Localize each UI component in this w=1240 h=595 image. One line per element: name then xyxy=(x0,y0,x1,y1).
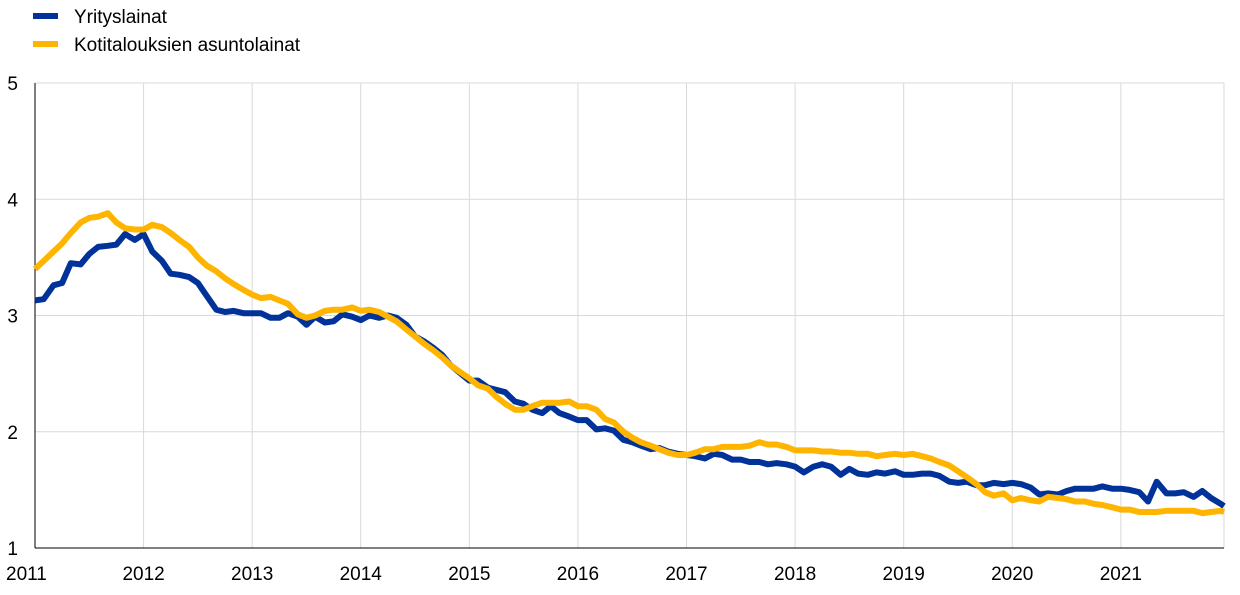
y-tick-label: 5 xyxy=(7,74,18,95)
legend: Yrityslainat Kotitalouksien asuntolainat xyxy=(33,7,301,56)
axes: 1 2 3 4 5 2011 2012 2013 2014 2015 2016 2017 2018 201… xyxy=(6,74,1224,585)
x-tick-label: 2021 xyxy=(1100,564,1142,585)
y-tick-label: 2 xyxy=(7,423,18,444)
grid-lines xyxy=(35,82,1225,548)
y-tick-label: 4 xyxy=(7,190,18,211)
series-line-0 xyxy=(34,231,1226,509)
x-tick-label: 2019 xyxy=(883,564,925,585)
x-tick-label: 2015 xyxy=(448,564,490,585)
y-tick-label: 3 xyxy=(7,307,18,328)
x-tick-label: 2013 xyxy=(231,564,273,585)
series-lines xyxy=(32,210,1226,517)
x-tick-label: 2014 xyxy=(340,564,383,585)
series-line-1 xyxy=(32,210,1226,517)
legend-label-0: Yrityslainat xyxy=(74,7,168,28)
x-tick-label: 2016 xyxy=(557,564,599,585)
y-tick-label: 1 xyxy=(7,539,18,560)
x-tick-label: 2017 xyxy=(665,564,707,585)
x-tick-label: 2011 xyxy=(6,564,47,585)
legend-label-1: Kotitalouksien asuntolainat xyxy=(74,35,301,56)
x-tick-label: 2020 xyxy=(991,564,1033,585)
x-tick-label: 2018 xyxy=(774,564,816,585)
x-tick-label: 2012 xyxy=(122,564,164,585)
